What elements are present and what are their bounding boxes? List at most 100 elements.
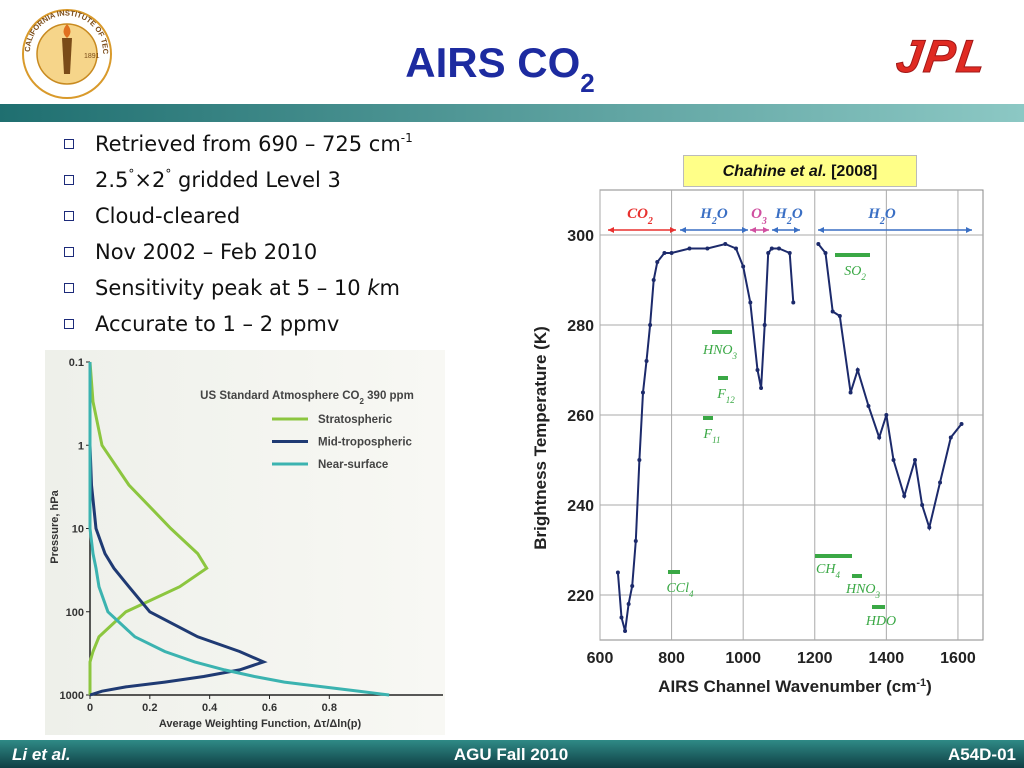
spectrum-point bbox=[633, 539, 638, 543]
spectrum-point bbox=[651, 278, 656, 282]
series-line bbox=[88, 361, 209, 695]
spectrum-point bbox=[787, 251, 792, 255]
band-label: O3 bbox=[751, 206, 767, 227]
x-tick-label: 0.6 bbox=[262, 702, 277, 714]
bullet-item: Sensitivity peak at 5 – 10 km bbox=[62, 270, 413, 306]
band-label: H2O bbox=[699, 206, 728, 227]
spectrum-point bbox=[959, 422, 964, 426]
species-label: F11 bbox=[703, 427, 721, 445]
bullet-list: Retrieved from 690 – 725 cm-1 2.5°×2° gri… bbox=[62, 126, 413, 342]
spectrum-point bbox=[748, 300, 753, 305]
text-part: 2 bbox=[786, 216, 792, 227]
seal-logo: CALIFORNIA INSTITUTE OF TECHNOLOGY 1891 bbox=[0, 0, 112, 99]
legend-label: Near-surface bbox=[318, 459, 388, 471]
text-part: 3 bbox=[732, 351, 738, 361]
spectrum-point bbox=[755, 368, 760, 372]
spectrum-point bbox=[912, 458, 917, 462]
text-part: H bbox=[867, 206, 881, 222]
footer-center: AGU Fall 2010 bbox=[454, 745, 568, 764]
spectrum-point bbox=[655, 260, 660, 264]
x-axis-label: Average Weighting Function, Δτ/Δln(p) bbox=[159, 718, 362, 730]
spectrum-point bbox=[855, 368, 860, 372]
text-part: 390 ppm bbox=[364, 390, 414, 402]
text-part: ° bbox=[128, 167, 135, 181]
text-part: H bbox=[774, 206, 788, 222]
text-part: AIRS Channel Wavenumber (cm bbox=[658, 677, 916, 696]
spectrum-point bbox=[927, 525, 932, 530]
x-tick-label: 1600 bbox=[940, 650, 976, 667]
spectrum-point bbox=[619, 615, 624, 620]
spectrum-point bbox=[741, 264, 746, 269]
bullet-item: 2.5°×2° gridded Level 3 bbox=[62, 162, 413, 198]
text-part: CCl bbox=[666, 581, 689, 596]
spectrum-point bbox=[630, 584, 635, 588]
footer-band bbox=[0, 740, 1024, 768]
spectrum-point bbox=[816, 242, 821, 246]
spectrum-point bbox=[877, 435, 882, 440]
bullet-item: Cloud-cleared bbox=[62, 198, 413, 234]
text-part: CH bbox=[816, 562, 836, 577]
spectrum-point bbox=[766, 251, 771, 255]
bullet-item: Retrieved from 690 – 725 cm-1 bbox=[62, 126, 413, 162]
y-tick-label: 280 bbox=[567, 318, 594, 335]
text-part: US Standard Atmosphere CO bbox=[200, 390, 359, 402]
series-line bbox=[88, 362, 390, 697]
slide-title: AIRS CO2 bbox=[405, 39, 594, 98]
footer-right: A54D-01 bbox=[948, 745, 1016, 764]
text-part: -1 bbox=[400, 131, 413, 145]
band-label: CO2 bbox=[627, 206, 653, 227]
spectrum-point bbox=[648, 323, 653, 327]
text-part: F bbox=[703, 427, 713, 442]
text-part: Nov 2002 – Feb 2010 bbox=[95, 240, 318, 264]
seal-year: 1891 bbox=[84, 53, 100, 60]
spectrum-point bbox=[705, 246, 710, 251]
bullet-item: Accurate to 1 – 2 ppmv bbox=[62, 306, 413, 342]
y-tick-label: 100 bbox=[66, 607, 84, 619]
x-tick-label: 0.4 bbox=[202, 702, 218, 714]
spectrum-point bbox=[902, 494, 907, 498]
text-part: HNO bbox=[702, 343, 733, 358]
spectrum-point bbox=[662, 251, 667, 255]
species-label: SO2 bbox=[844, 264, 866, 282]
spectrum-point bbox=[644, 359, 649, 363]
text-part: 2 bbox=[861, 272, 866, 282]
text-part: 4 bbox=[689, 589, 694, 599]
text-part: SO bbox=[844, 264, 861, 279]
text-part: gridded Level 3 bbox=[171, 168, 341, 192]
spectrum-point bbox=[823, 251, 828, 255]
text-part: 12 bbox=[726, 395, 736, 405]
spectrum-point bbox=[623, 629, 628, 633]
spectrum-point bbox=[762, 323, 767, 327]
x-tick-label: 1200 bbox=[797, 650, 833, 667]
x-axis-label: AIRS Channel Wavenumber (cm-1) bbox=[658, 677, 932, 696]
text-part: O bbox=[792, 206, 803, 222]
spectrum-point bbox=[948, 435, 953, 440]
species-label: HNO3 bbox=[702, 343, 738, 361]
text-part: AIRS CO bbox=[405, 39, 580, 86]
spectrum-point bbox=[723, 242, 728, 246]
band-label: H2O bbox=[867, 206, 896, 227]
spectrum-point bbox=[891, 458, 896, 462]
x-tick-label: 1400 bbox=[869, 650, 905, 667]
y-tick-label: 10 bbox=[72, 524, 84, 536]
y-tick-label: 300 bbox=[567, 228, 594, 245]
text-part: ) bbox=[926, 677, 932, 696]
spectrum-point bbox=[640, 390, 645, 395]
text-part: Accurate to 1 – 2 ppmv bbox=[95, 312, 340, 336]
spectrum-point bbox=[626, 602, 631, 606]
spectrum-point bbox=[830, 309, 835, 314]
text-part: Cloud-cleared bbox=[95, 204, 241, 228]
spectrum-point bbox=[759, 386, 764, 390]
spectrum-point bbox=[687, 246, 692, 251]
x-tick-label: 800 bbox=[658, 650, 685, 667]
text-part: m bbox=[379, 276, 400, 300]
y-axis-label: Brightness Temperature (K) bbox=[531, 326, 550, 550]
text-part: 3 bbox=[761, 216, 767, 227]
spectrum-point bbox=[848, 390, 853, 395]
spectrum-point bbox=[920, 503, 925, 507]
text-part: 11 bbox=[712, 435, 720, 445]
legend-label: Mid-tropospheric bbox=[318, 437, 413, 449]
species-label: CH4 bbox=[816, 562, 840, 580]
species-label: CCl4 bbox=[666, 581, 694, 599]
